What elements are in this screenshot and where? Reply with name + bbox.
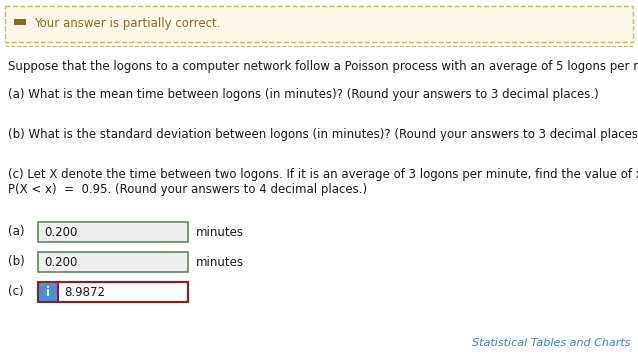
Bar xyxy=(38,252,188,272)
Text: 8.9872: 8.9872 xyxy=(64,285,105,298)
Text: minutes: minutes xyxy=(196,226,244,238)
Text: Your answer is partially correct.: Your answer is partially correct. xyxy=(34,17,221,31)
Text: P(X < x)  =  0.95. (Round your answers to 4 decimal places.): P(X < x) = 0.95. (Round your answers to … xyxy=(8,183,367,196)
Bar xyxy=(38,282,188,302)
Text: (b) What is the standard deviation between logons (in minutes)? (Round your answ: (b) What is the standard deviation betwe… xyxy=(8,128,638,141)
Text: 0.200: 0.200 xyxy=(44,256,77,269)
Text: minutes: minutes xyxy=(196,256,244,269)
Text: (c) Let X denote the time between two logons. If it is an average of 3 logons pe: (c) Let X denote the time between two lo… xyxy=(8,168,638,181)
Text: Statistical Tables and Charts: Statistical Tables and Charts xyxy=(471,338,630,348)
Text: (c): (c) xyxy=(8,285,24,298)
Bar xyxy=(38,282,58,302)
Bar xyxy=(58,282,188,302)
Text: i: i xyxy=(46,285,50,298)
Text: (a): (a) xyxy=(8,226,24,238)
Text: (b): (b) xyxy=(8,256,25,269)
Text: Suppose that the logons to a computer network follow a Poisson process with an a: Suppose that the logons to a computer ne… xyxy=(8,60,638,73)
Text: (a) What is the mean time between logons (in minutes)? (Round your answers to 3 : (a) What is the mean time between logons… xyxy=(8,88,598,101)
Bar xyxy=(14,19,26,25)
Bar xyxy=(5,6,633,42)
Bar xyxy=(38,222,188,242)
Text: 0.200: 0.200 xyxy=(44,226,77,238)
